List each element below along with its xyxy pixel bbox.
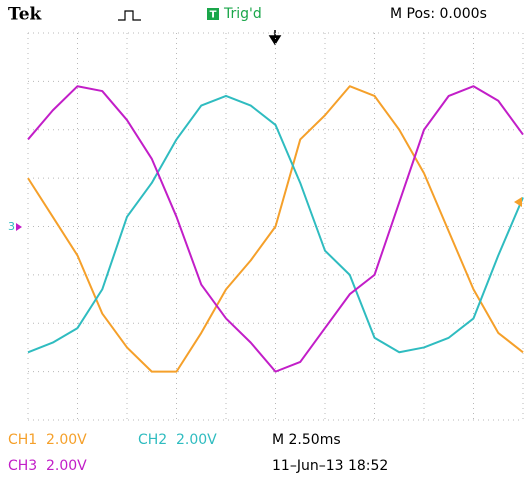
timebase: M 2.50ms — [272, 432, 341, 448]
waveform — [27, 94, 524, 354]
position: M Pos: 0.000s — [390, 6, 487, 22]
trigger-badge-box — [207, 8, 219, 20]
channel-marker: 3 — [8, 220, 15, 233]
waveforms — [27, 85, 524, 373]
readouts: CH1 2.00V CH2 2.00V CH3 2.00V — [8, 432, 217, 474]
channel-arrow — [16, 223, 22, 231]
brand: Tek — [8, 5, 43, 25]
channel-scale: 2.00V — [46, 458, 87, 474]
trigger-level-arrow — [514, 197, 522, 207]
channel-scale: 2.00V — [46, 432, 87, 448]
waveform — [27, 85, 524, 373]
channel-name: CH1 — [8, 432, 37, 448]
timestamp: 11–Jun–13 18:52 — [272, 458, 388, 474]
channel-scale: 2.00V — [176, 432, 217, 448]
trigger-icon — [118, 10, 141, 21]
waveform — [27, 85, 524, 373]
channel-name: CH2 — [138, 432, 167, 448]
trigger-badge: T — [210, 10, 217, 21]
trigger-status: Trig'd — [223, 6, 262, 22]
channel-name: CH3 — [8, 458, 37, 474]
